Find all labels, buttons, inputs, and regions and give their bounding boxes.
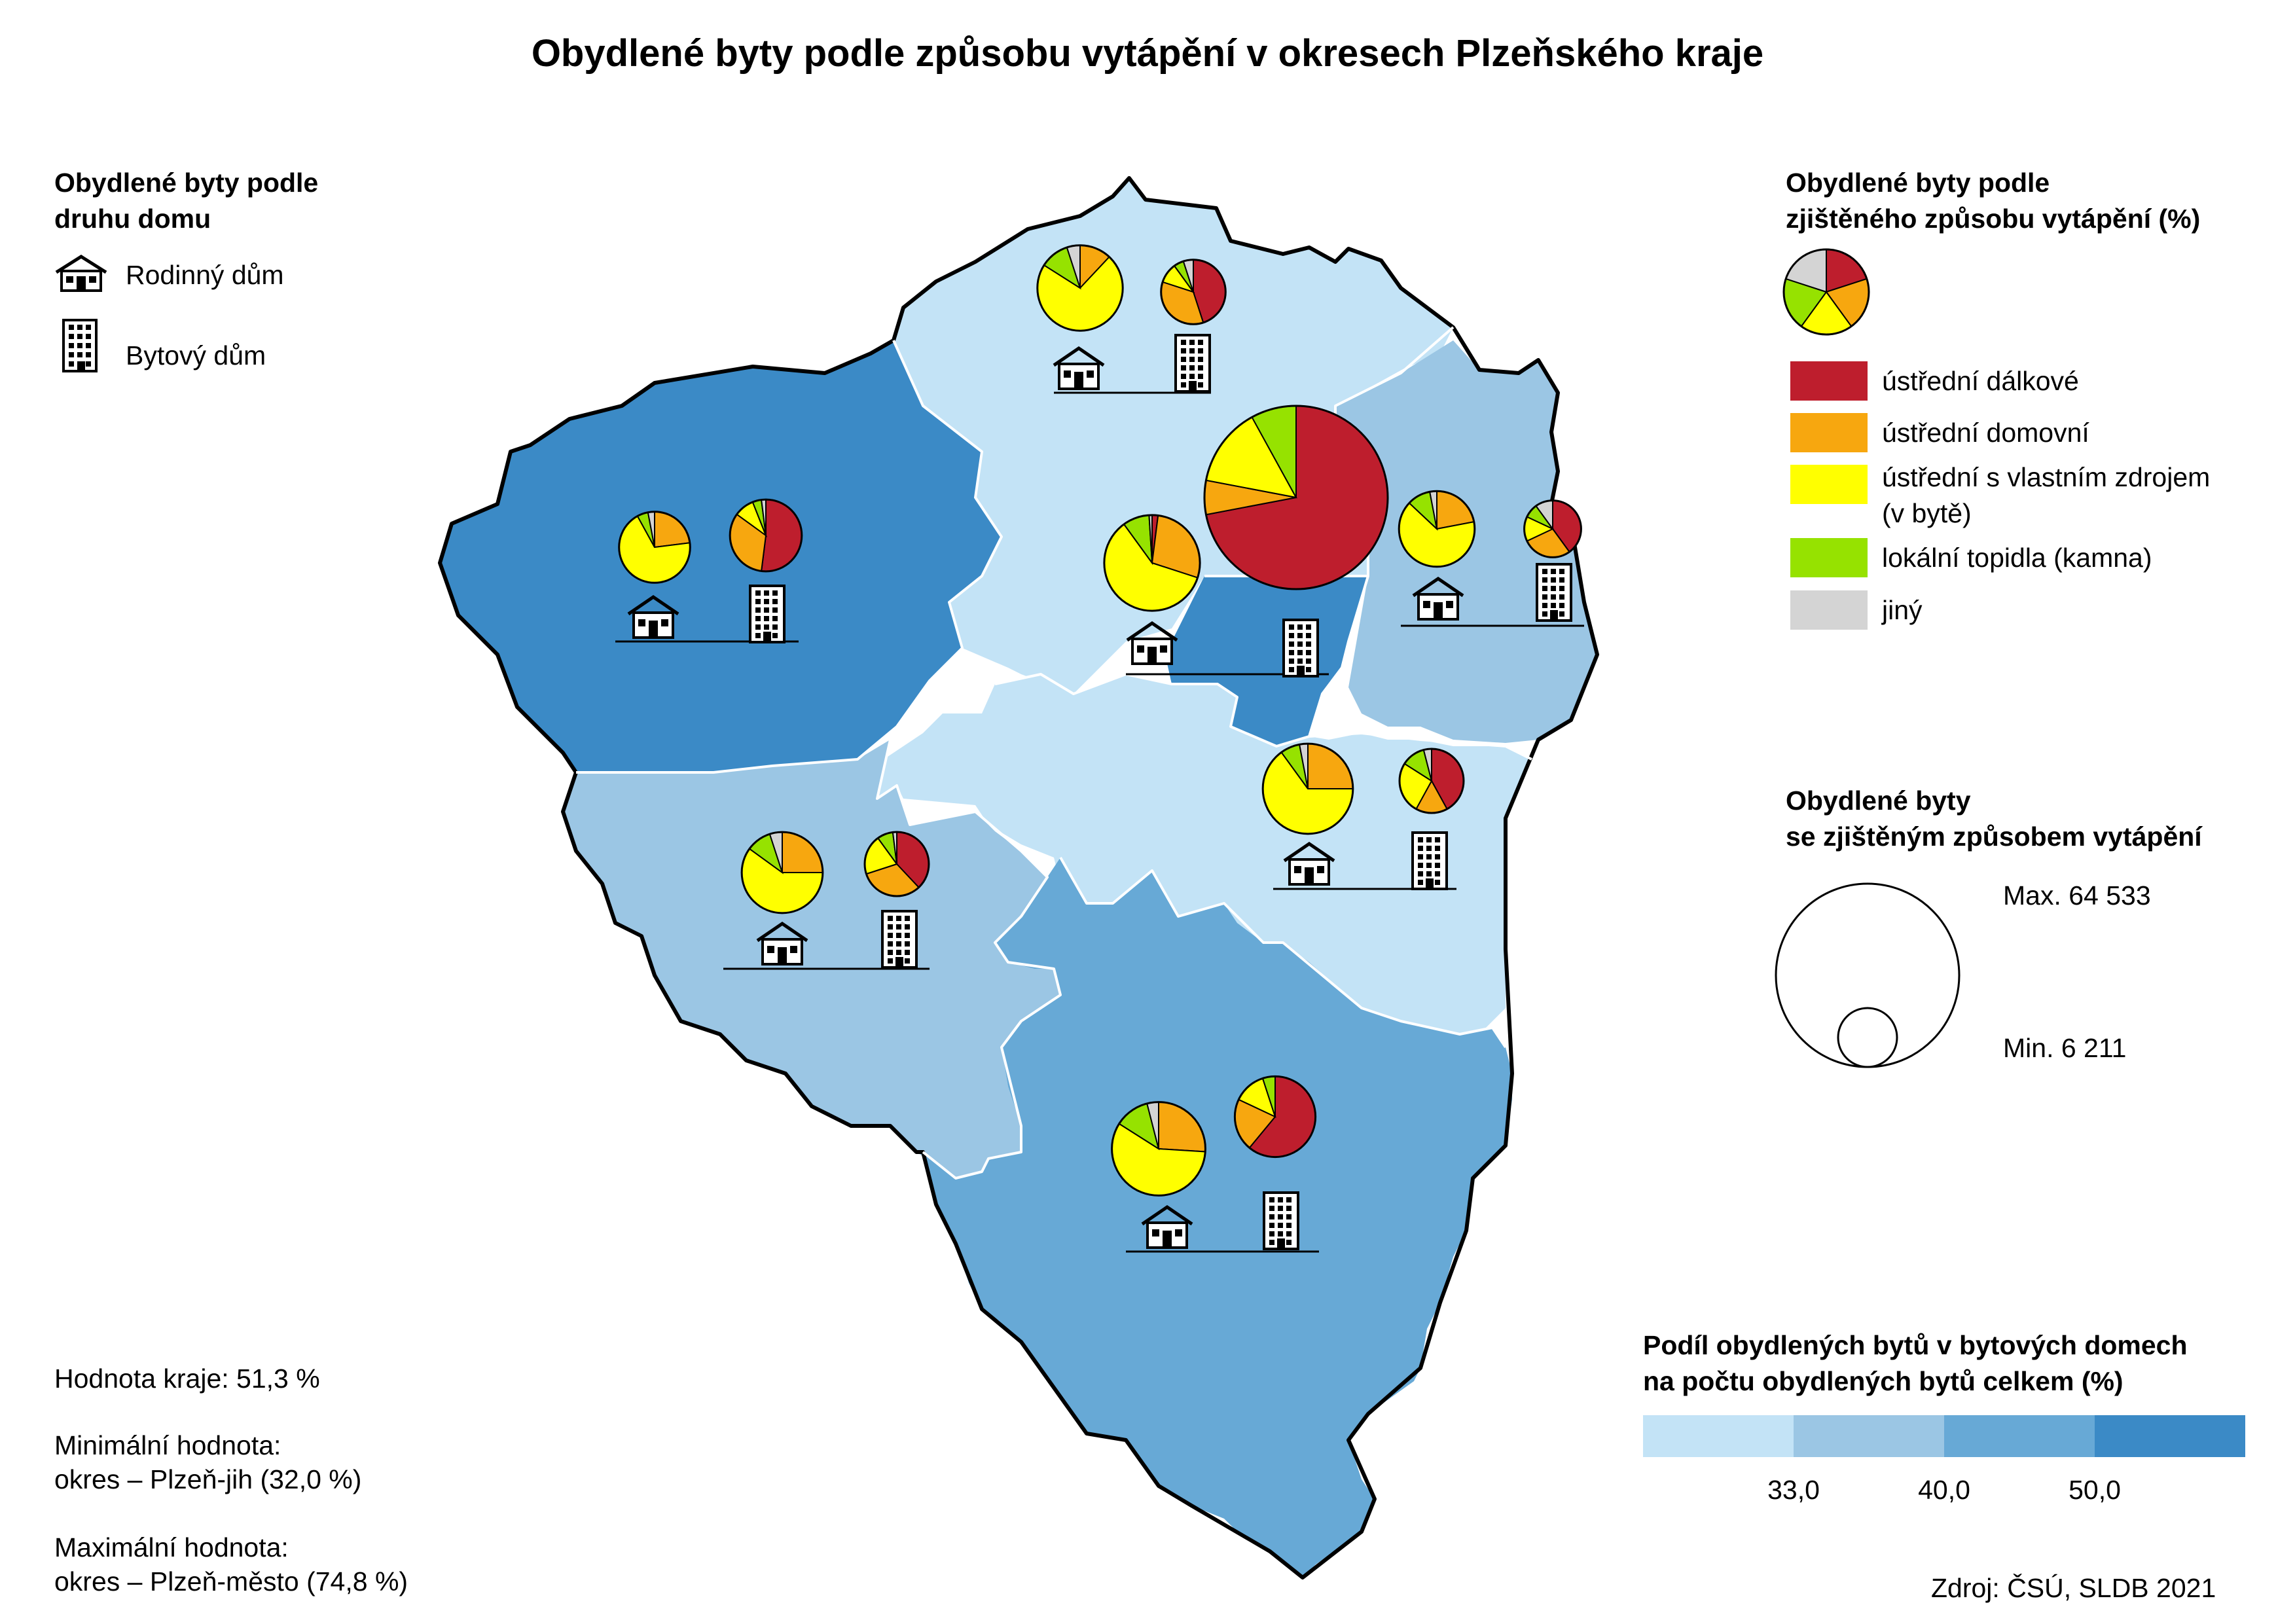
house-legend-heading-line1: Obydlené byty podle	[54, 168, 319, 198]
pie-tachov-bytovy	[729, 498, 803, 573]
stat-max-line2: okres – Plzeň-město (74,8 %)	[54, 1566, 408, 1597]
label-ustredni-vlastni-zdroj-2: (v bytě)	[1882, 498, 1972, 528]
heating-legend-heading-line2: zjištěného způsobu vytápění (%)	[1786, 204, 2201, 234]
heating-legend-heading: Obydlené byty podle zjištěného způsobu v…	[1786, 165, 2200, 237]
label-jiny: jiný	[1882, 595, 1923, 625]
apartment-building-icon	[1263, 1191, 1299, 1250]
family-house-icon	[1412, 576, 1464, 621]
pie-rokycany-rodinny-outline	[1398, 490, 1476, 568]
pie-doma-lice-rodinny	[740, 831, 824, 914]
district-area-klatovy	[923, 857, 1512, 1578]
family-house-icon	[55, 255, 107, 292]
pie-plzen-sever-rodinny	[1036, 244, 1124, 332]
size-legend-min-circle	[1837, 1007, 1898, 1068]
pie-plzen-m-sto-bytovy-outline	[1203, 405, 1389, 590]
choropleth-legend-heading: Podíl obydlených bytů v bytových domech …	[1643, 1327, 2188, 1399]
swatch-jiny	[1790, 590, 1868, 630]
apartment-building-icon	[1411, 831, 1448, 890]
choropleth-legend-heading-line2: na počtu obydlených bytů celkem (%)	[1643, 1366, 2123, 1396]
pie-klatovy-bytovy-outline	[1233, 1075, 1317, 1159]
choropleth-tick-33: 33,0	[1767, 1475, 1820, 1505]
legend-family-house-label: Rodinný dům	[126, 260, 284, 290]
stat-min-line1: Minimální hodnota:	[54, 1430, 281, 1460]
size-legend-max-label: Max. 64 533	[2003, 880, 2151, 911]
pie-doma-lice-rodinny-outline	[740, 831, 824, 914]
pie-plzen-m-sto-rodinny-outline	[1103, 514, 1201, 612]
family-house-icon	[1141, 1204, 1193, 1249]
pie-plzen-m-sto-rodinny	[1103, 514, 1201, 612]
family-house-icon	[1126, 621, 1178, 665]
pie-plzen-m-sto-bytovy	[1203, 405, 1389, 590]
size-legend-heading-line1: Obydlené byty	[1786, 785, 1971, 816]
pie-plzen-jih-rodinny-outline	[1261, 742, 1354, 835]
district-area-tachov	[440, 340, 1002, 772]
map-title: Obydlené byty podle způsobu vytápění v o…	[531, 32, 1764, 75]
swatch-ustredni-dalkove	[1790, 361, 1868, 401]
pie-tachov-rodinny	[618, 511, 691, 584]
size-legend-min-label: Min. 6 211	[2003, 1033, 2127, 1063]
heating-legend-sample-pie	[1782, 248, 1870, 336]
pie-klatovy-rodinny-outline	[1111, 1101, 1206, 1197]
choropleth-scale-bar	[1643, 1415, 2245, 1457]
swatch-lokalni-topidla	[1790, 538, 1868, 577]
size-legend-heading-line2: se zjištěným způsobem vytápění	[1786, 821, 2202, 852]
pie-tachov-bytovy-outline	[729, 498, 803, 573]
stat-max-line1: Maximální hodnota:	[54, 1532, 289, 1562]
label-ustredni-vlastni-zdroj: ústřední s vlastním zdrojem	[1882, 462, 2211, 492]
apartment-building-icon	[1536, 563, 1572, 622]
pie-rokycany-rodinny	[1398, 490, 1476, 568]
house-legend-heading-line2: druhu domu	[54, 204, 211, 234]
pie-tachov-rodinny-outline	[618, 511, 691, 584]
pie-plzen-sever-bytovy	[1160, 259, 1227, 325]
pie-klatovy-rodinny	[1111, 1101, 1206, 1197]
pie-doma-lice-bytovy-outline	[863, 831, 930, 897]
choropleth-class-3	[2095, 1415, 2245, 1457]
stat-region-value: Hodnota kraje: 51,3 %	[54, 1363, 320, 1394]
apartment-building-icon	[749, 585, 786, 643]
family-house-icon	[756, 921, 808, 965]
swatch-ustredni-domovni	[1790, 413, 1868, 452]
label-ustredni-domovni: ústřední domovní	[1882, 418, 2089, 448]
label-ustredni-dalkove: ústřední dálkové	[1882, 366, 2079, 396]
family-house-icon	[627, 594, 679, 639]
source-note: Zdroj: ČSÚ, SLDB 2021	[1931, 1573, 2216, 1603]
legend-apartment-building-label: Bytový dům	[126, 340, 266, 370]
region-outline	[438, 176, 1599, 1579]
pie-plzen-sever-rodinny-outline	[1036, 244, 1124, 332]
district-area-domazlice	[563, 740, 1060, 1178]
pie-doma-lice-bytovy	[863, 831, 930, 897]
apartment-building-icon	[1282, 619, 1319, 677]
heating-legend-list: ústřední dálkové ústřední domovní ústřed…	[1790, 361, 2295, 636]
pie-plzen-jih-rodinny	[1261, 742, 1354, 835]
pie-plzen-sever-bytovy-outline	[1160, 259, 1227, 325]
label-lokalni-topidla: lokální topidla (kamna)	[1882, 543, 2152, 573]
pie-plzen-jih-bytovy-outline	[1398, 748, 1465, 814]
family-house-icon	[1053, 346, 1105, 390]
district-area-plzen-jih	[877, 674, 1532, 1034]
choropleth-class-1	[1794, 1415, 1944, 1457]
family-house-icon	[1283, 841, 1335, 886]
swatch-ustredni-vlastni-zdroj	[1790, 465, 1868, 504]
size-legend-circles	[1775, 882, 1961, 1068]
apartment-building-icon	[62, 319, 98, 372]
size-legend-heading: Obydlené byty se zjištěným způsobem vytá…	[1786, 783, 2202, 855]
house-legend-heading: Obydlené byty podle druhu domu	[54, 165, 318, 237]
heating-legend-heading-line1: Obydlené byty podle	[1786, 168, 2050, 198]
pie-plzen-jih-bytovy	[1398, 748, 1465, 814]
choropleth-tick-40: 40,0	[1918, 1475, 1970, 1505]
apartment-building-icon	[1174, 334, 1211, 393]
stat-min-line2: okres – Plzeň-jih (32,0 %)	[54, 1464, 362, 1494]
choropleth-class-2	[1944, 1415, 2095, 1457]
pie-klatovy-bytovy	[1233, 1075, 1317, 1159]
apartment-building-icon	[881, 910, 918, 969]
legend-pie-outline	[1782, 248, 1870, 336]
pie-rokycany-bytovy-outline	[1523, 499, 1582, 558]
choropleth-tick-50: 50,0	[2069, 1475, 2121, 1505]
pie-rokycany-bytovy	[1523, 499, 1582, 558]
choropleth-legend-heading-line1: Podíl obydlených bytů v bytových domech	[1643, 1330, 2188, 1360]
choropleth-class-0	[1643, 1415, 1794, 1457]
